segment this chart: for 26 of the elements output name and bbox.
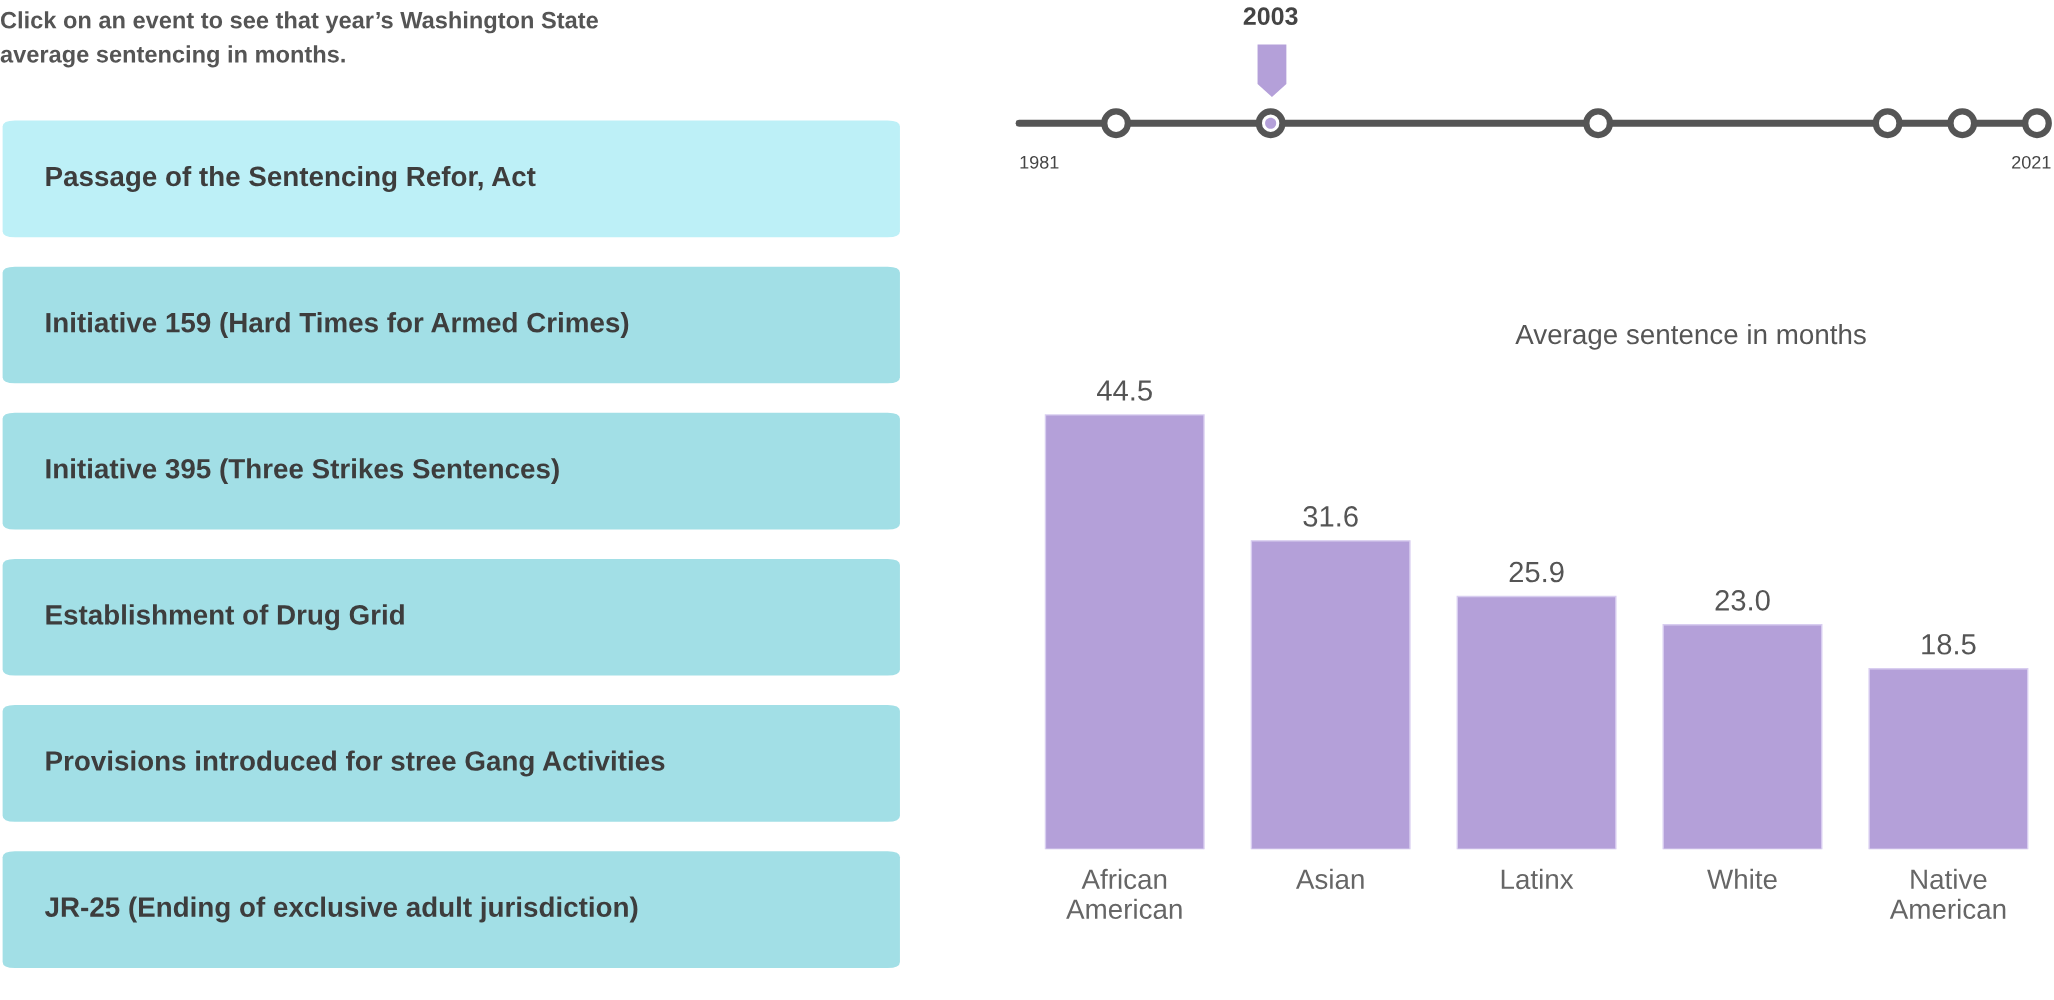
category-label: Passage of the Sentencing Refor, Act <box>46 165 536 192</box>
x-tick-label: Native American <box>1889 868 2006 920</box>
x-tick-label: Asian <box>1295 868 1364 890</box>
category-label: JR-25 (Ending of exclusive adult jurisdiction) <box>44 896 638 923</box>
bar <box>1044 414 1205 850</box>
bar <box>1456 595 1617 850</box>
data-label: 44.5 <box>1097 380 1152 401</box>
bar <box>1868 668 2029 850</box>
data-label: 23.0 <box>1715 590 1770 611</box>
x-tick-label: White <box>1707 868 1777 890</box>
data-label: 18.5 <box>1922 633 1976 655</box>
category-label: Initiative 159 (Hard Times for Armed Crimes) <box>46 312 629 338</box>
data-label: 31.6 <box>1303 506 1358 527</box>
bar <box>1662 624 1823 850</box>
text: Click on an event to see that year’s Washington State average sentencing in months. <box>0 11 598 68</box>
x-tick-label: African American <box>1066 868 1182 920</box>
text: 2003 <box>1243 7 1298 26</box>
category-label: Establishment of Drug Grid <box>46 604 404 631</box>
text: 2021 <box>2012 155 2051 169</box>
text: 1981 <box>1020 155 1059 169</box>
data-label: 25.9 <box>1509 561 1564 583</box>
bar <box>1250 540 1411 850</box>
category-label: Initiative 395 (Three Strikes Sentences) <box>46 458 559 485</box>
x-tick-label: Latinx <box>1501 868 1574 890</box>
chart-title: Average sentence in months <box>1515 323 1866 350</box>
category-label: Provisions introduced for stree Gang Activities <box>46 750 665 777</box>
